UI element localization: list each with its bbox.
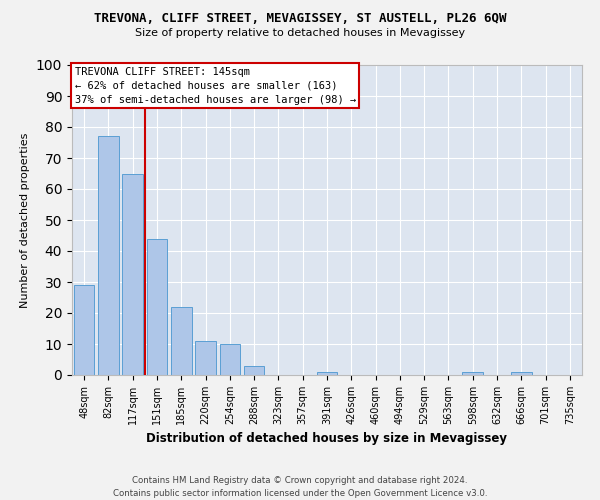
Bar	[74, 285, 94, 375]
Bar	[146, 238, 167, 375]
Bar	[98, 136, 119, 375]
Bar	[171, 307, 191, 375]
Bar	[122, 174, 143, 375]
Bar	[220, 344, 240, 375]
Text: TREVONA CLIFF STREET: 145sqm
← 62% of detached houses are smaller (163)
37% of s: TREVONA CLIFF STREET: 145sqm ← 62% of de…	[74, 66, 356, 104]
Text: Size of property relative to detached houses in Mevagissey: Size of property relative to detached ho…	[135, 28, 465, 38]
Bar	[244, 366, 265, 375]
Text: TREVONA, CLIFF STREET, MEVAGISSEY, ST AUSTELL, PL26 6QW: TREVONA, CLIFF STREET, MEVAGISSEY, ST AU…	[94, 12, 506, 26]
X-axis label: Distribution of detached houses by size in Mevagissey: Distribution of detached houses by size …	[146, 432, 508, 446]
Bar	[511, 372, 532, 375]
Text: Contains HM Land Registry data © Crown copyright and database right 2024.
Contai: Contains HM Land Registry data © Crown c…	[113, 476, 487, 498]
Y-axis label: Number of detached properties: Number of detached properties	[20, 132, 31, 308]
Bar	[317, 372, 337, 375]
Bar	[195, 341, 216, 375]
Bar	[463, 372, 483, 375]
